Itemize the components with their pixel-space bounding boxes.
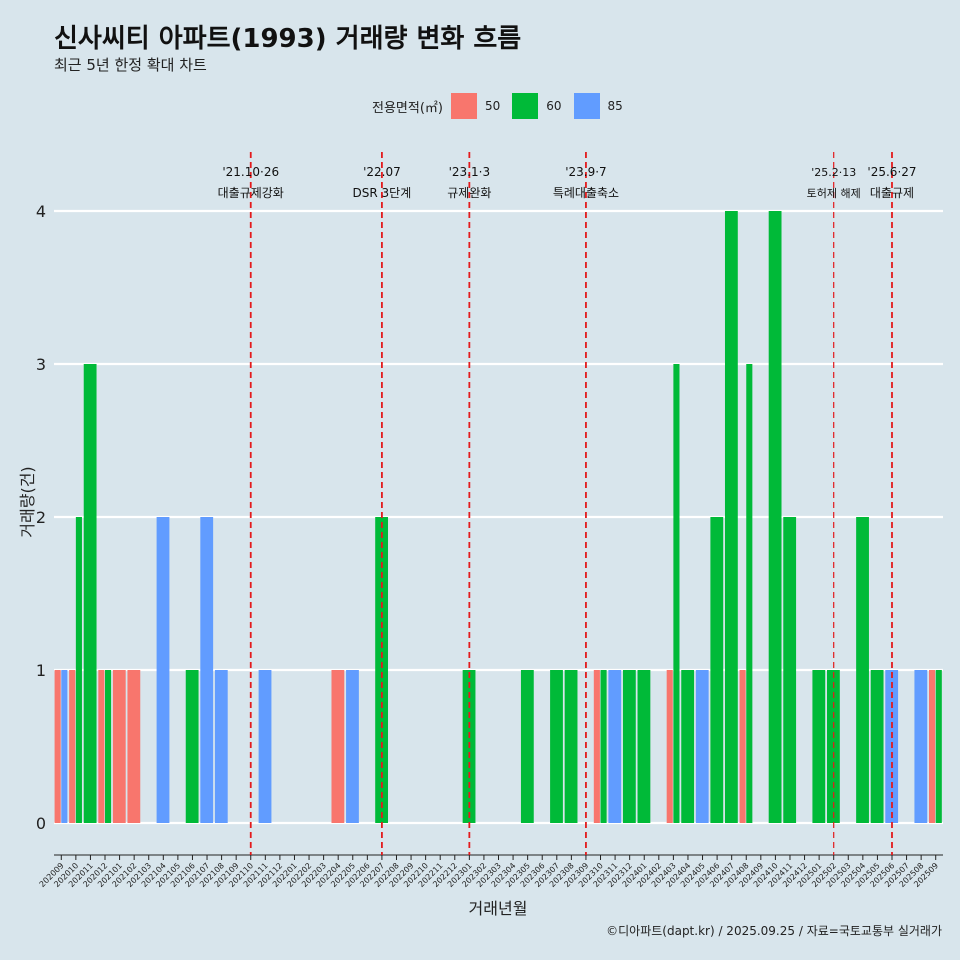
bar-202205-85 xyxy=(346,670,359,823)
event-label-202309: 특례대출축소 xyxy=(553,186,619,200)
bar-202108-85 xyxy=(214,670,228,823)
bar-202312-60 xyxy=(622,670,636,823)
event-date-202110: '21.10·26 xyxy=(222,165,279,179)
chart-title: 신사씨티 아파트(1993) 거래량 변화 흐름 xyxy=(54,24,522,54)
bar-202310-60 xyxy=(600,670,607,823)
bar-202509-50 xyxy=(929,670,936,823)
event-date-202301: '23.1·3 xyxy=(449,165,490,179)
bar-202410-60 xyxy=(768,211,782,823)
legend-swatch-50 xyxy=(450,93,477,119)
bar-202401-60 xyxy=(637,670,651,823)
bar-202009-85 xyxy=(61,670,68,823)
bar-202408-60 xyxy=(746,364,753,823)
bar-202405-85 xyxy=(695,670,709,823)
bar-202207-60 xyxy=(375,517,389,823)
legend-title: 전용면적(㎡) xyxy=(372,100,443,116)
bar-202403-50 xyxy=(666,670,673,823)
bar-202010-50 xyxy=(69,670,76,823)
source-caption: ©디아파트(dapt.kr) / 2025.09.25 / 자료=국토교통부 실… xyxy=(606,924,942,938)
bar-202204-50 xyxy=(331,670,345,823)
bar-202305-60 xyxy=(520,670,534,823)
bar-202106-60 xyxy=(185,670,199,823)
bar-202406-60 xyxy=(710,517,724,823)
bar-202308-60 xyxy=(564,670,578,823)
y-tick-label-2: 2 xyxy=(36,508,46,527)
bar-202107-85 xyxy=(200,517,214,823)
legend: 전용면적(㎡) 50 60 85 xyxy=(372,93,635,119)
y-axis-title: 거래량(건) xyxy=(18,466,37,537)
bar-202011-60 xyxy=(83,364,97,823)
legend-label-60: 60 xyxy=(546,99,562,113)
y-tick-label-4: 4 xyxy=(36,202,46,221)
event-date-202506: '25.6·27 xyxy=(867,165,916,179)
legend-item-85: 85 xyxy=(573,93,623,119)
bar-202307-60 xyxy=(550,670,563,823)
x-axis-title: 거래년월 xyxy=(469,899,528,918)
bar-202411-60 xyxy=(783,517,797,823)
event-date-202309: '23.9·7 xyxy=(565,165,606,179)
legend-item-50: 50 xyxy=(450,93,501,119)
y-tick-label-3: 3 xyxy=(36,355,46,374)
bar-202501-60 xyxy=(812,670,826,823)
legend-label-85: 85 xyxy=(607,99,623,113)
bar-202010-60 xyxy=(75,517,82,823)
bar-202408-50 xyxy=(739,670,746,823)
y-tick-label-1: 1 xyxy=(36,661,46,680)
bar-202404-60 xyxy=(681,670,695,823)
bar-202111-85 xyxy=(258,670,272,823)
event-label-202207: DSR 3단계 xyxy=(353,186,412,200)
event-date-202207: '22.07 xyxy=(363,165,401,179)
bar-202310-50 xyxy=(593,670,600,823)
bar-202407-60 xyxy=(724,211,738,823)
event-label-202506: 대출규제 xyxy=(870,186,914,200)
legend-swatch-85 xyxy=(573,93,600,119)
chart-subtitle: 최근 5년 한정 확대 차트 xyxy=(54,56,207,74)
bar-202104-85 xyxy=(156,517,170,823)
bar-202009-50 xyxy=(54,670,61,823)
legend-swatch-60 xyxy=(512,93,539,119)
bar-202311-85 xyxy=(608,670,622,823)
bar-202509-60 xyxy=(935,670,942,823)
bar-202403-60 xyxy=(673,364,680,823)
legend-label-50: 50 xyxy=(484,99,501,113)
bar-202505-60 xyxy=(870,670,884,823)
bar-202101-50 xyxy=(112,670,126,823)
event-label-202110: 대출규제강화 xyxy=(218,186,284,200)
bar-202508-85 xyxy=(914,670,928,823)
y-tick-label-0: 0 xyxy=(36,814,46,833)
event-date-202502: '25.2·13 xyxy=(811,166,856,179)
bar-202102-50 xyxy=(127,670,141,823)
bar-202012-50 xyxy=(98,670,105,823)
legend-item-60: 60 xyxy=(512,93,562,119)
event-label-202301: 규제완화 xyxy=(447,186,491,200)
bar-202012-60 xyxy=(105,670,112,823)
bar-202504-60 xyxy=(856,517,869,823)
event-label-202502: 토허제 해제 xyxy=(807,186,861,200)
